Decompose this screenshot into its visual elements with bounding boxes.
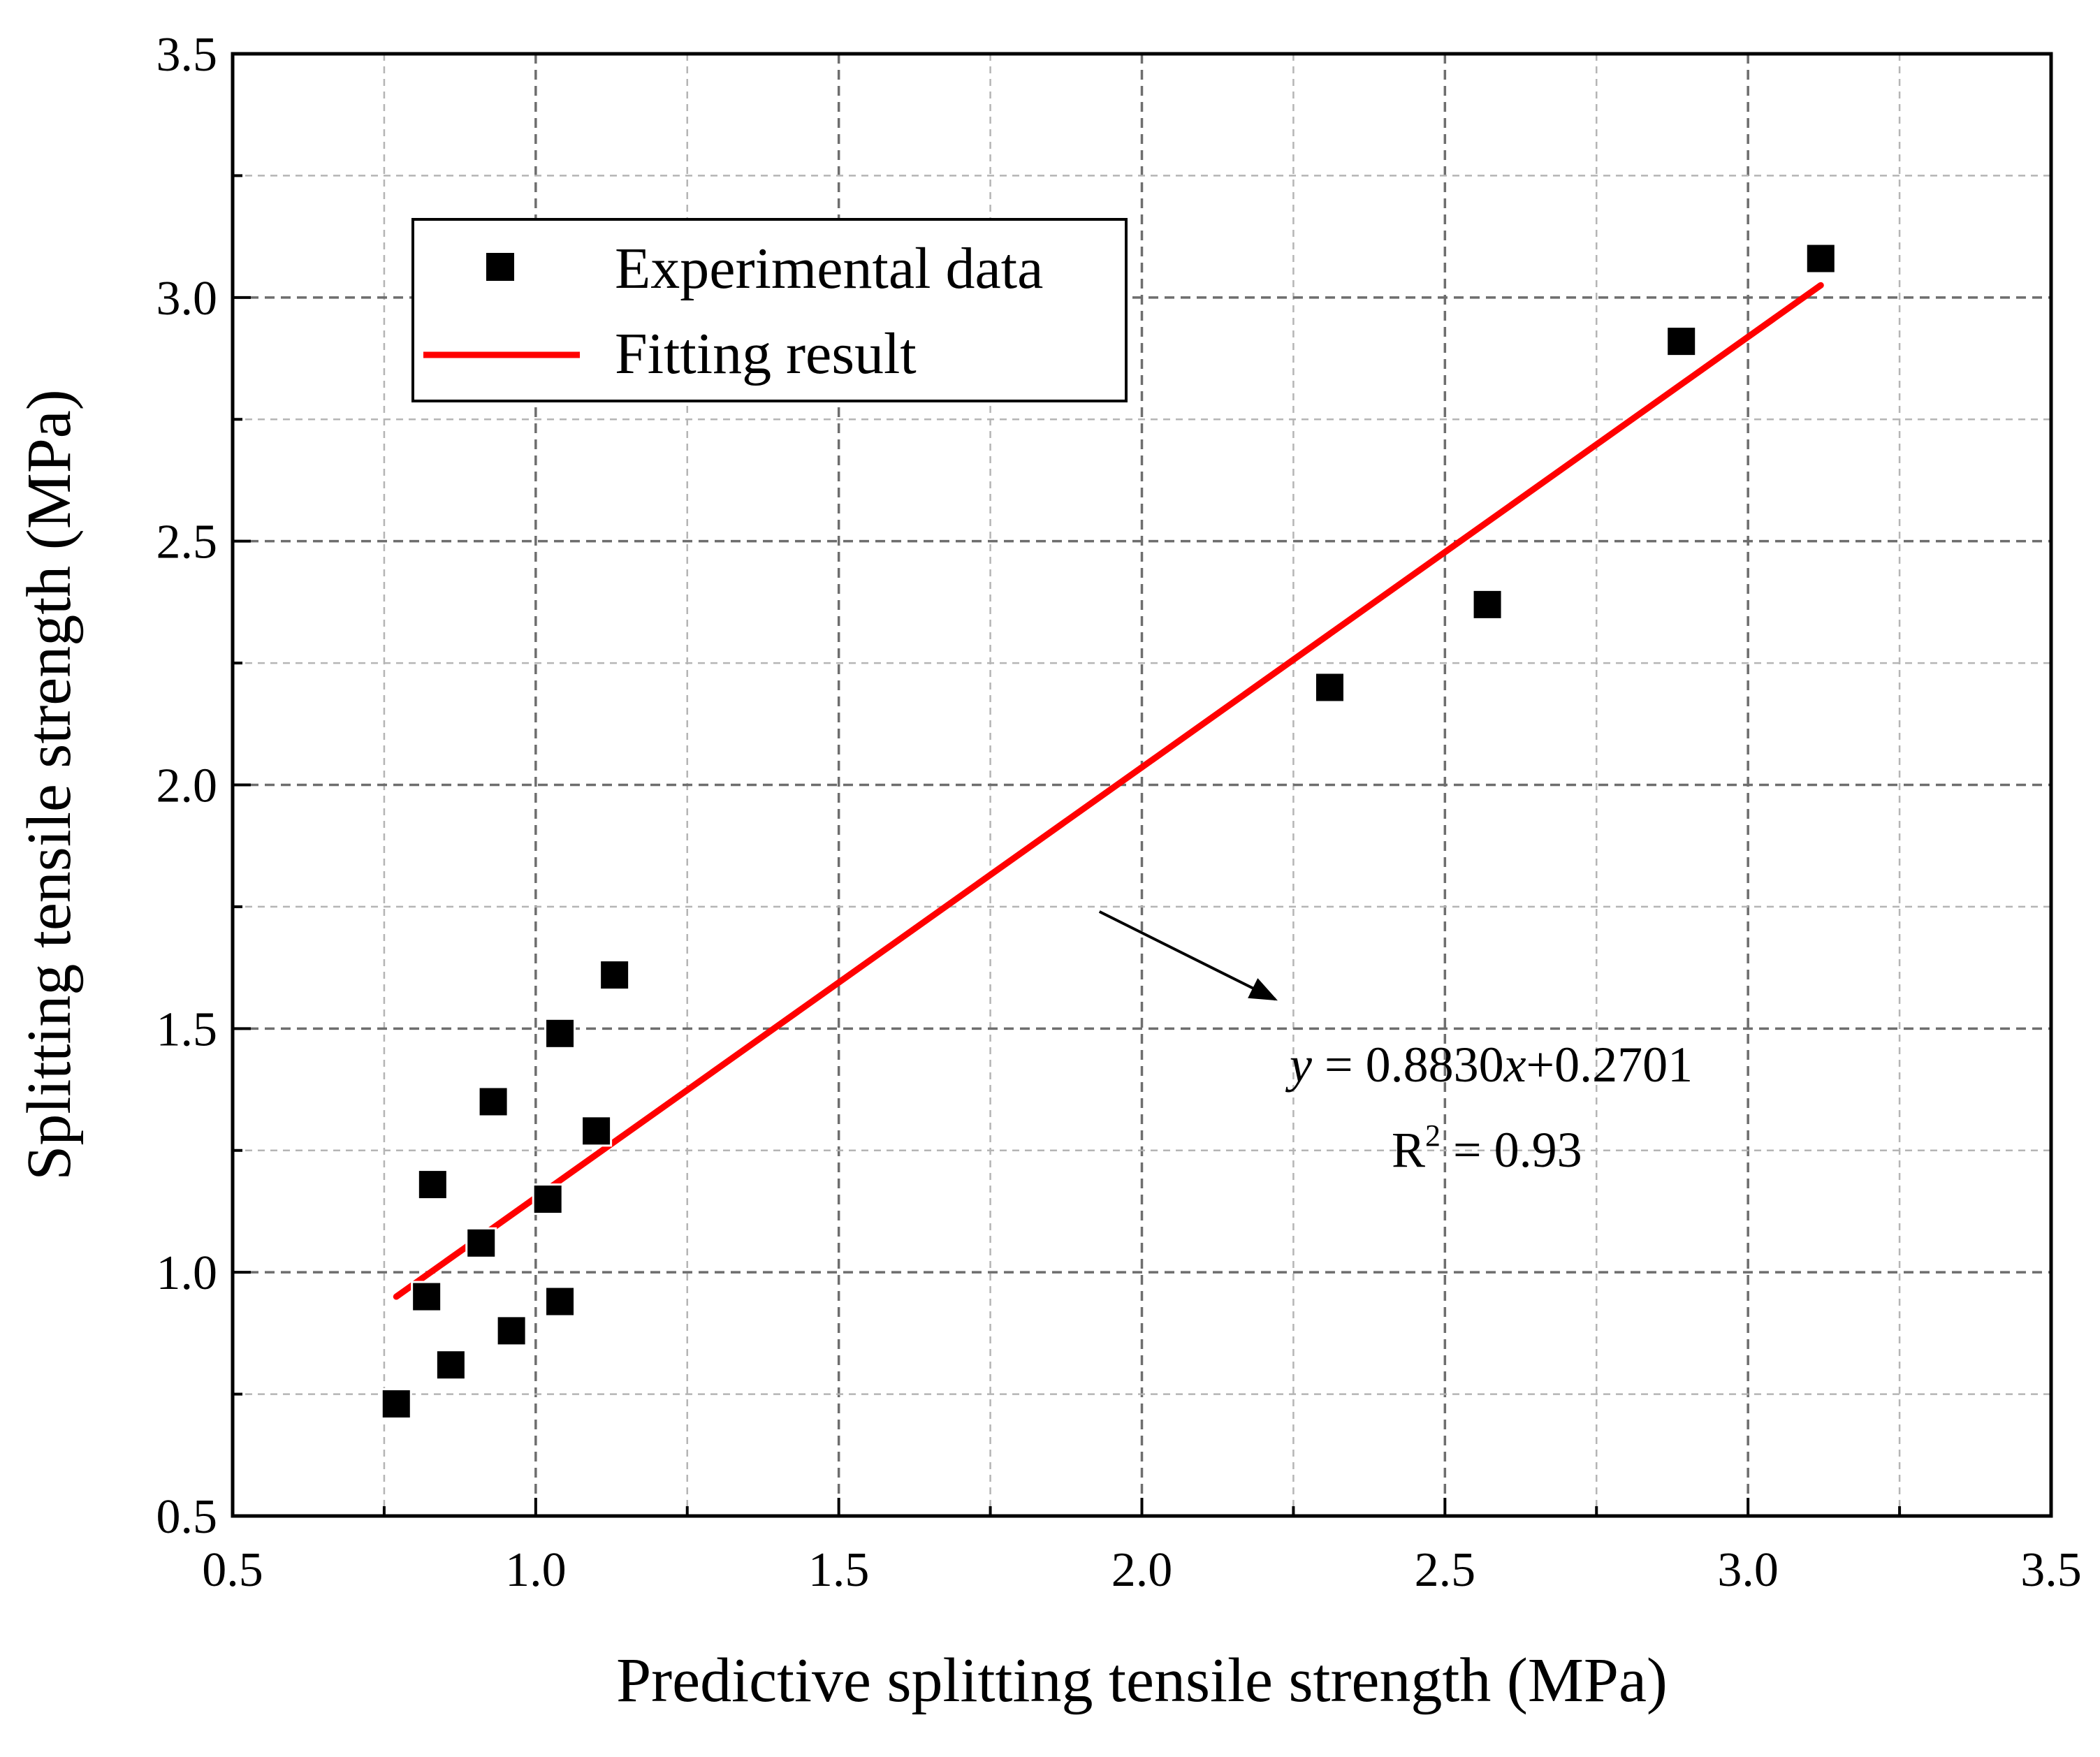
y-tick-label: 3.0 (156, 272, 218, 326)
data-point (1313, 671, 1346, 703)
data-point (599, 959, 631, 991)
x-tick-label: 1.0 (505, 1543, 567, 1597)
x-tick-label: 2.0 (1111, 1543, 1173, 1597)
y-tick-label: 1.5 (156, 1003, 218, 1056)
fitting-result-line (393, 282, 1824, 1300)
legend: Experimental data Fitting result (411, 218, 1128, 402)
data-points (380, 242, 1837, 1420)
equation-y-var: y (1285, 1037, 1312, 1093)
data-point (495, 1315, 527, 1347)
equation-intercept: +0.2701 (1526, 1037, 1693, 1093)
x-tick-label: 1.5 (808, 1543, 870, 1597)
r2-superscript: 2 (1425, 1118, 1441, 1153)
legend-square-marker (486, 253, 514, 281)
x-tick-label: 2.5 (1415, 1543, 1476, 1597)
grid-lines (233, 54, 2051, 1516)
x-axis-title: Predictive splitting tensile strength (M… (616, 1646, 1668, 1715)
data-point (435, 1349, 467, 1381)
y-tick-label: 2.5 (156, 516, 218, 569)
data-point (1804, 242, 1837, 275)
tick-labels: 0.5 1.0 1.5 2.0 2.5 3.0 3.5 0.5 1.0 1.5 2.0 2.5 3.0 3… (156, 28, 2082, 1597)
y-axis-title: Splitting tensile strength (MPa) (15, 389, 84, 1180)
legend-label-fitting: Fitting result (615, 321, 917, 386)
equation-slope: = 0.8830 (1312, 1037, 1504, 1093)
y-tick-label: 2.0 (156, 759, 218, 813)
data-point (416, 1169, 449, 1201)
annotation-arrow (1098, 910, 1278, 1001)
data-point (1471, 588, 1503, 620)
r-squared: R2 = 0.93 (1392, 1118, 1582, 1178)
x-tick-label: 3.0 (1717, 1543, 1779, 1597)
data-point (532, 1183, 564, 1216)
y-tick-label: 1.0 (156, 1246, 218, 1300)
fit-equation: y = 0.8830x+0.2701 (1285, 1037, 1693, 1093)
data-point (581, 1115, 613, 1147)
r2-value: = 0.93 (1441, 1122, 1582, 1178)
equation-x-var: x (1503, 1037, 1526, 1093)
y-tick-label: 0.5 (156, 1490, 218, 1544)
axis-ticks (231, 52, 2052, 1517)
data-point (544, 1285, 576, 1318)
data-point (477, 1086, 509, 1118)
legend-box (411, 218, 1128, 402)
r2-letter: R (1392, 1122, 1425, 1178)
data-point (465, 1227, 497, 1259)
data-point (544, 1017, 576, 1049)
x-tick-label: 0.5 (202, 1543, 263, 1597)
data-point (1665, 326, 1698, 358)
fit-line-layer (393, 282, 1824, 1300)
x-tick-label: 3.5 (2020, 1543, 2082, 1597)
y-tick-label: 3.5 (156, 28, 218, 82)
data-point (380, 1388, 412, 1420)
data-point (411, 1281, 443, 1313)
legend-label-experimental: Experimental data (615, 236, 1043, 301)
